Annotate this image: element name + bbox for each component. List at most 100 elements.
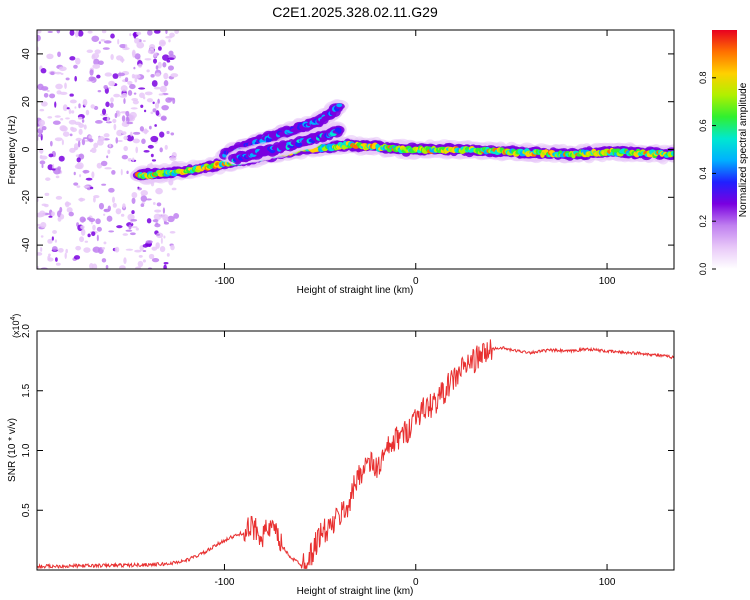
noise-blob xyxy=(101,247,106,250)
noise-blob xyxy=(69,56,76,61)
noise-blob xyxy=(58,155,65,162)
noise-blob xyxy=(170,73,179,78)
noise-blob xyxy=(152,108,157,113)
noise-blob xyxy=(132,99,139,105)
noise-blob xyxy=(163,235,166,239)
noise-blob xyxy=(66,207,73,213)
noise-blob xyxy=(153,52,158,58)
noise-blob xyxy=(57,247,64,253)
noise-blob xyxy=(85,177,93,181)
noise-blob xyxy=(126,134,134,142)
noise-blob xyxy=(91,52,100,59)
noise-blob xyxy=(51,236,54,241)
noise-blob xyxy=(154,124,157,127)
noise-blob xyxy=(76,157,81,163)
noise-blob xyxy=(153,86,161,90)
noise-blob xyxy=(40,68,47,74)
noise-blob xyxy=(69,30,75,36)
noise-blob xyxy=(85,109,90,116)
noise-blob xyxy=(144,58,152,61)
noise-blob xyxy=(76,162,84,170)
noise-blob xyxy=(148,125,152,130)
noise-blob xyxy=(150,153,154,158)
noise-blob xyxy=(122,233,129,236)
noise-blob xyxy=(80,228,86,236)
noise-blob xyxy=(82,137,88,140)
noise-blob xyxy=(139,126,145,132)
noise-blob xyxy=(125,44,128,50)
noise-blob xyxy=(115,137,119,144)
noise-blob xyxy=(54,101,57,108)
noise-blob xyxy=(121,92,128,98)
noise-blob xyxy=(140,104,144,108)
noise-blob xyxy=(157,46,162,51)
noise-blob xyxy=(160,115,167,121)
noise-blob xyxy=(112,73,119,79)
chart-title: C2E1.2025.328.02.11.G29 xyxy=(272,4,438,20)
noise-blob xyxy=(114,112,118,119)
noise-blob xyxy=(40,235,44,238)
noise-blob xyxy=(123,97,126,104)
snr-panel: -100 0 100 0.5 1.0 1.5 2.0 Height of straight … xyxy=(7,314,675,597)
noise-blob xyxy=(55,175,60,179)
snr-ytick-label: 2.0 xyxy=(21,324,32,338)
svg-text:(x104): (x104) xyxy=(10,314,21,338)
noise-blob xyxy=(121,115,126,122)
noise-blob xyxy=(127,89,133,96)
noise-blob xyxy=(168,50,174,56)
noise-blob xyxy=(107,205,111,212)
colorbar-tick-label: 0.2 xyxy=(698,215,708,228)
noise-blob xyxy=(152,101,155,105)
middle-branch-mark xyxy=(337,128,342,134)
noise-blob xyxy=(87,30,93,34)
noise-blob xyxy=(111,170,116,175)
noise-blob xyxy=(94,49,101,54)
noise-blob xyxy=(123,257,127,265)
noise-blob xyxy=(54,115,61,118)
noise-blob xyxy=(40,221,47,229)
noise-blob xyxy=(129,84,136,90)
noise-blob xyxy=(131,226,138,229)
noise-blob xyxy=(51,168,56,171)
spectrogram-xtick-label: 0 xyxy=(413,276,419,287)
noise-blob xyxy=(66,107,70,110)
noise-blob xyxy=(55,83,63,90)
noise-blob xyxy=(116,55,123,61)
snr-ticks: -100 0 100 0.5 1.0 1.5 2.0 xyxy=(21,324,674,588)
noise-blob xyxy=(60,126,68,132)
noise-blob xyxy=(145,240,153,244)
noise-blob xyxy=(159,131,165,138)
noise-blob xyxy=(48,215,53,218)
noise-blob xyxy=(41,164,44,169)
noise-blob xyxy=(102,108,107,115)
noise-blob xyxy=(103,133,110,138)
noise-blob xyxy=(91,231,96,237)
noise-blob xyxy=(70,127,78,133)
noise-blob xyxy=(171,187,177,191)
noise-blob xyxy=(65,201,70,208)
noise-blob xyxy=(91,35,100,42)
noise-blob xyxy=(155,187,163,195)
noise-blob xyxy=(87,217,91,221)
noise-blob xyxy=(78,103,81,109)
spectrogram-ytick-label: 20 xyxy=(21,96,32,108)
noise-blob xyxy=(91,171,95,179)
snr-scale-label: (x104) xyxy=(10,314,21,338)
noise-blob xyxy=(83,185,90,188)
noise-blob xyxy=(120,85,128,92)
noise-blob xyxy=(170,244,175,251)
snr-scale-suffix: ) xyxy=(11,314,21,317)
noise-blob xyxy=(132,138,140,144)
noise-blob xyxy=(134,37,140,44)
noise-blob xyxy=(165,30,168,34)
noise-blob xyxy=(102,47,110,50)
noise-blob xyxy=(96,74,101,79)
noise-blob xyxy=(131,98,139,102)
noise-blob xyxy=(96,226,102,232)
noise-blob xyxy=(74,106,77,109)
noise-blob xyxy=(165,97,173,103)
noise-blob xyxy=(129,33,132,37)
noise-blob xyxy=(111,196,115,203)
noise-blob xyxy=(132,157,135,162)
noise-blob xyxy=(169,231,176,234)
